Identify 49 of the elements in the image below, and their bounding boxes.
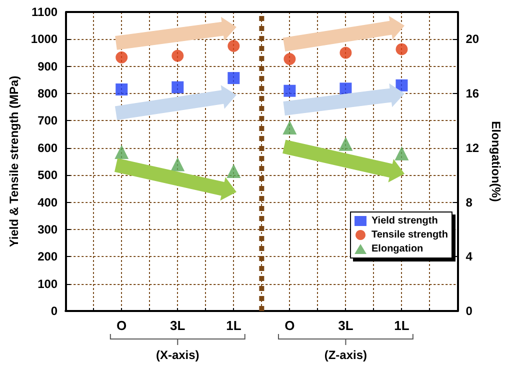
point <box>228 72 240 84</box>
point <box>340 46 352 59</box>
legend-label: Tensile strength <box>372 230 448 240</box>
point <box>396 79 408 92</box>
y2-tick-label: 16 <box>466 86 480 101</box>
point <box>228 40 240 52</box>
point <box>394 146 409 160</box>
x-tick-label: 1L <box>394 318 410 333</box>
point <box>282 120 297 135</box>
point <box>170 157 185 172</box>
point <box>116 83 128 96</box>
point <box>226 164 241 178</box>
point <box>284 84 296 97</box>
y2-axis-title: Elongation(%) <box>489 121 503 202</box>
y-tick-label: 900 <box>38 59 58 74</box>
point <box>172 50 184 62</box>
y2-tick-label: 8 <box>466 195 473 210</box>
text: (X-axis) <box>156 348 200 362</box>
point <box>396 43 408 56</box>
y2-tick-label: 0 <box>466 304 473 318</box>
x-tick-label: 3L <box>338 318 354 333</box>
y-tick-label: 100 <box>38 276 58 291</box>
point <box>114 144 129 159</box>
y2-tick-label: 4 <box>466 250 473 264</box>
text: (Z-axis) <box>324 348 368 362</box>
point <box>340 82 352 95</box>
legend-label: Yield strength <box>372 216 438 226</box>
y-axis-title: Yield & Tensile strength (MPa) <box>7 76 21 248</box>
y-tick-label: 300 <box>38 222 58 236</box>
point <box>172 81 184 94</box>
legend-label: Elongation <box>372 244 424 254</box>
y-tick-label: 700 <box>38 114 58 128</box>
y2-tick-label: 12 <box>466 140 480 155</box>
x-tick-label: 1L <box>226 318 242 333</box>
y-tick-label: 1000 <box>30 32 58 46</box>
x-tick-label: O <box>116 318 127 333</box>
y-tick-label: 200 <box>38 250 58 264</box>
x-tick-label: O <box>284 318 295 333</box>
x-tick-label: 3L <box>170 318 186 333</box>
point <box>116 51 128 64</box>
y-tick-label: 500 <box>38 168 58 182</box>
y-tick-label: 1100 <box>32 5 58 19</box>
point <box>284 53 296 66</box>
y2-tick-label: 20 <box>466 32 480 46</box>
y-tick-label: 600 <box>38 140 58 155</box>
y-tick-label: 0 <box>50 304 58 318</box>
y-tick-label: 800 <box>38 86 58 101</box>
y-tick-label: 400 <box>38 195 58 210</box>
point <box>338 136 353 151</box>
